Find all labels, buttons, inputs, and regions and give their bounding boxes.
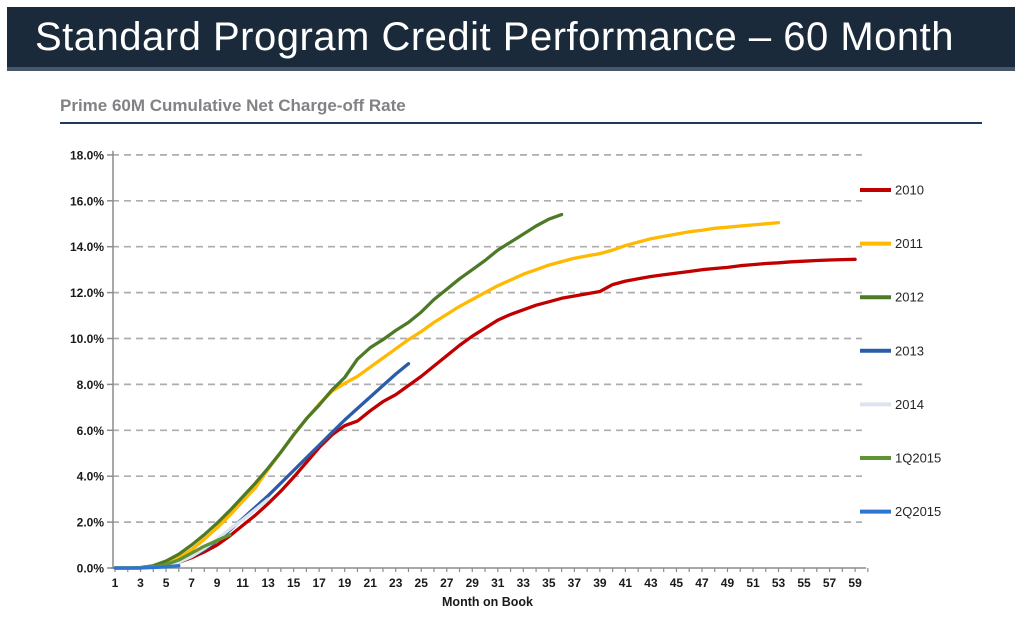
series-line-2014 [113, 497, 270, 570]
y-axis-label: 18.0% [70, 148, 104, 162]
legend-label-1Q2015: 1Q2015 [895, 451, 941, 466]
legend-item-2013: 2013 [860, 343, 924, 358]
x-axis-label: 7 [188, 576, 195, 590]
x-axis-label: 57 [823, 576, 837, 590]
x-axis-label: 11 [236, 576, 249, 590]
x-axis-label: 21 [364, 576, 378, 590]
y-axis-label: 4.0% [77, 470, 105, 484]
series-line-2011 [113, 220, 781, 570]
x-axis-label: 49 [721, 576, 735, 590]
x-axis-label: 33 [517, 576, 531, 590]
title-underline [60, 122, 982, 124]
x-axis-label: 25 [415, 576, 429, 590]
x-axis-label: 39 [593, 576, 607, 590]
series-line-2Q2015 [113, 564, 181, 570]
x-axis-label: 31 [491, 576, 505, 590]
legend-label-2013: 2013 [895, 343, 924, 358]
x-axis-label: 53 [772, 576, 786, 590]
x-axis-label: 59 [848, 576, 862, 590]
legend-label-2014: 2014 [895, 397, 924, 412]
x-axis-label: 43 [644, 576, 658, 590]
x-axis-label: 27 [440, 576, 454, 590]
legend-item-1Q2015: 1Q2015 [860, 451, 941, 466]
x-axis-label: 47 [695, 576, 709, 590]
y-axis-label: 10.0% [70, 332, 104, 346]
header-bar: Standard Program Credit Performance – 60… [7, 7, 1015, 71]
x-axis-label: 41 [619, 576, 633, 590]
x-axis-label: 19 [338, 576, 352, 590]
x-axis-label: 35 [542, 576, 556, 590]
x-axis-title: Month on Book [442, 595, 533, 609]
x-axis-label: 17 [312, 576, 326, 590]
y-axis-label: 16.0% [70, 194, 104, 208]
x-axis-label: 5 [163, 576, 170, 590]
legend-label-2011: 2011 [895, 236, 923, 251]
page-title: Standard Program Credit Performance – 60… [35, 14, 954, 59]
y-axis-label: 14.0% [70, 240, 104, 254]
x-axis-label: 51 [746, 576, 760, 590]
x-axis-label: 1 [112, 576, 119, 590]
legend-item-2010: 2010 [860, 183, 924, 198]
x-axis-label: 13 [261, 576, 275, 590]
y-axis-label: 12.0% [70, 286, 104, 300]
x-axis-label: 29 [466, 576, 480, 590]
legend-item-2011: 2011 [860, 236, 923, 251]
y-axis-label: 8.0% [77, 378, 105, 392]
x-axis-label: 37 [568, 576, 582, 590]
chart-title: Prime 60M Cumulative Net Charge-off Rate [60, 96, 406, 115]
x-axis-label: 3 [137, 576, 144, 590]
y-axis-label: 2.0% [77, 516, 105, 530]
x-axis-label: 45 [670, 576, 684, 590]
legend-label-2Q2015: 2Q2015 [895, 504, 941, 519]
y-axis-label: 0.0% [77, 562, 105, 576]
legend-item-2014: 2014 [860, 397, 924, 412]
legend-label-2010: 2010 [895, 183, 924, 198]
legend-item-2Q2015: 2Q2015 [860, 504, 941, 519]
series-line-2013 [113, 362, 411, 570]
x-axis-label: 15 [287, 576, 301, 590]
x-axis-label: 23 [389, 576, 403, 590]
legend-label-2012: 2012 [895, 290, 924, 305]
x-axis-label: 55 [797, 576, 811, 590]
legend-item-2012: 2012 [860, 290, 924, 305]
y-axis-label: 6.0% [77, 424, 105, 438]
x-axis-label: 9 [214, 576, 221, 590]
series-line-2012 [113, 212, 564, 570]
series-line-2010 [113, 257, 857, 570]
series-line-1Q2015 [113, 533, 232, 570]
